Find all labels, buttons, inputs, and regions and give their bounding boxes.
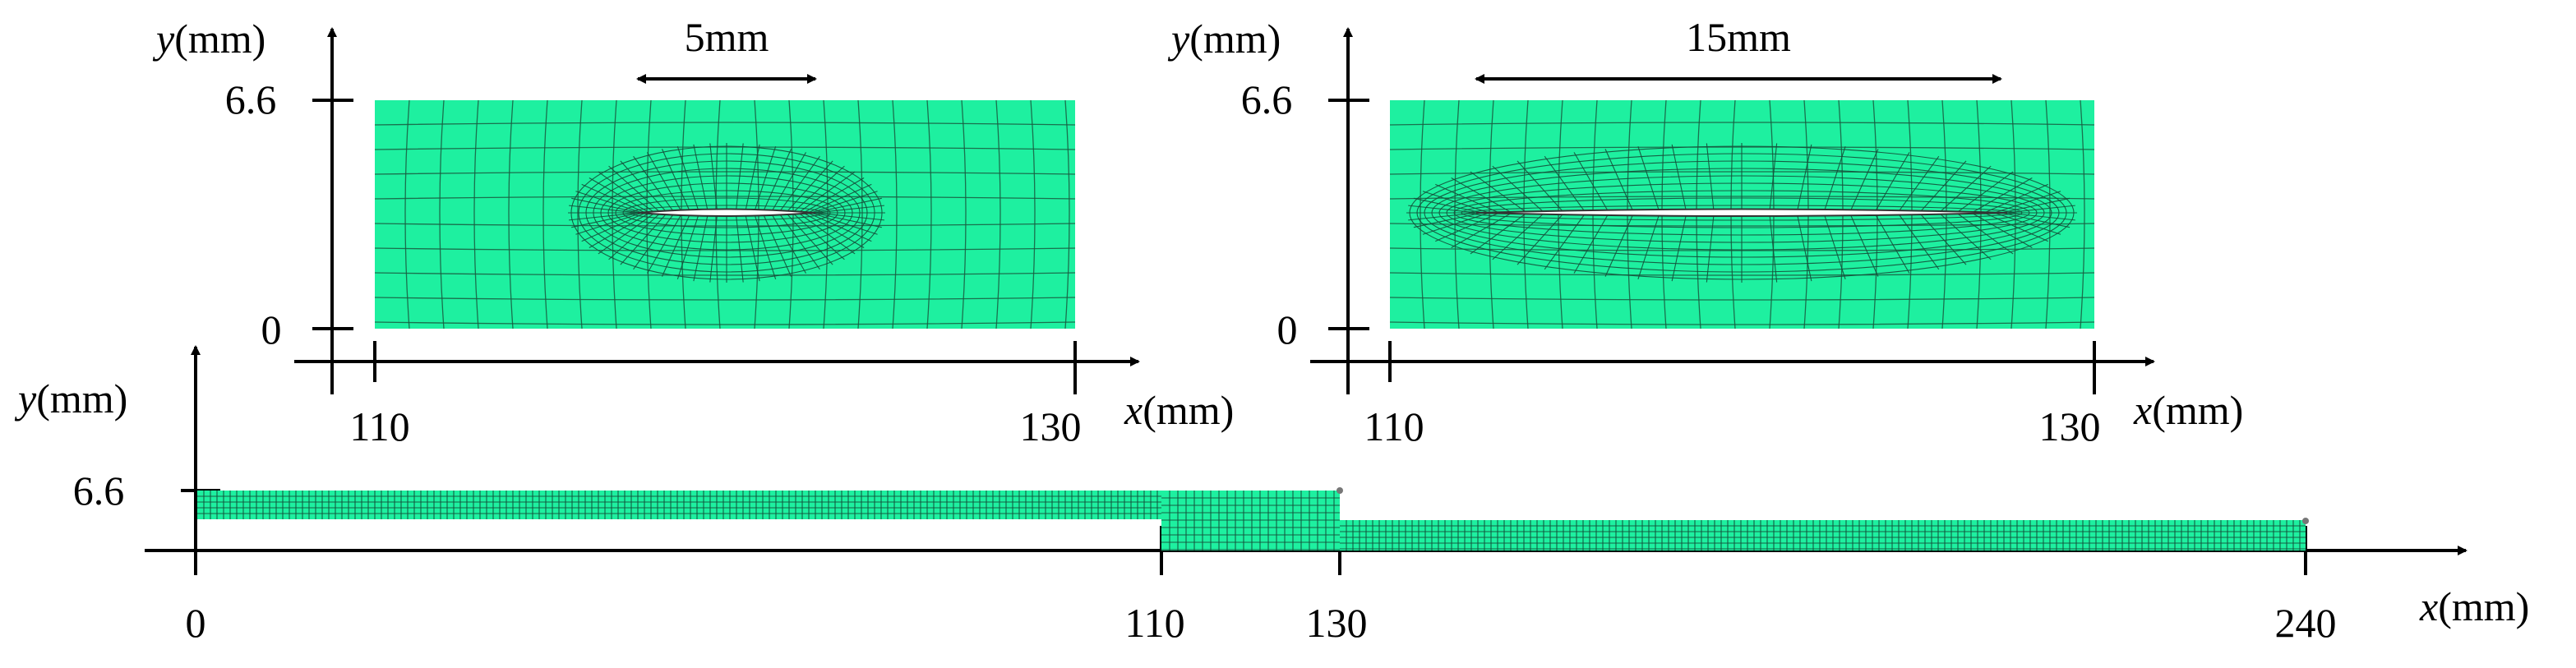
panel-top-right: 15mm y(mm) 6.6 0 110 130 x(mm)	[1167, 14, 2243, 449]
x-tick-label-240: 240	[2275, 600, 2337, 646]
y-tick-label-6.6: 6.6	[73, 468, 125, 514]
dimension-label: 15mm	[1686, 14, 1791, 60]
dimension-label: 5mm	[685, 14, 769, 60]
node-marker	[1336, 487, 1343, 494]
mesh-grid	[1389, 99, 2095, 329]
x-tick-label-110: 110	[349, 403, 409, 449]
y-tick-label-0: 0	[1277, 306, 1298, 352]
y-tick-label-6.6: 6.6	[1241, 76, 1293, 122]
beam-right	[1340, 520, 2306, 551]
y-tick-label-0: 0	[261, 306, 282, 352]
panel-bottom: y(mm) 6.6 0 110 130 240 x(mm)	[14, 345, 2529, 646]
x-tick-label-0: 0	[186, 600, 206, 646]
panel-top-left: 5mm y(mm) 6.6 0 110 130 x(mm)	[152, 14, 1234, 449]
crack	[637, 208, 816, 217]
x-tick-label-110: 110	[1364, 403, 1424, 449]
mesh-grid	[374, 99, 1076, 329]
y-axis-label: y(mm)	[152, 16, 265, 62]
y-tick-label-6.6: 6.6	[225, 76, 277, 122]
x-tick-label-130: 130	[1020, 403, 1082, 449]
x-tick-label-130: 130	[2039, 403, 2101, 449]
x-axis-label: x(mm)	[2133, 387, 2243, 433]
node-marker	[2302, 518, 2309, 524]
mesh-grid	[197, 491, 2306, 551]
x-tick-label-110: 110	[1124, 600, 1184, 646]
y-axis-label: y(mm)	[14, 375, 127, 422]
crack	[1475, 208, 2008, 217]
x-axis-label: x(mm)	[1124, 387, 1234, 433]
y-axis-label: y(mm)	[1167, 16, 1281, 62]
x-tick-label-130: 130	[1306, 600, 1368, 646]
beam-left	[197, 491, 1161, 519]
x-axis-label: x(mm)	[2419, 583, 2529, 629]
